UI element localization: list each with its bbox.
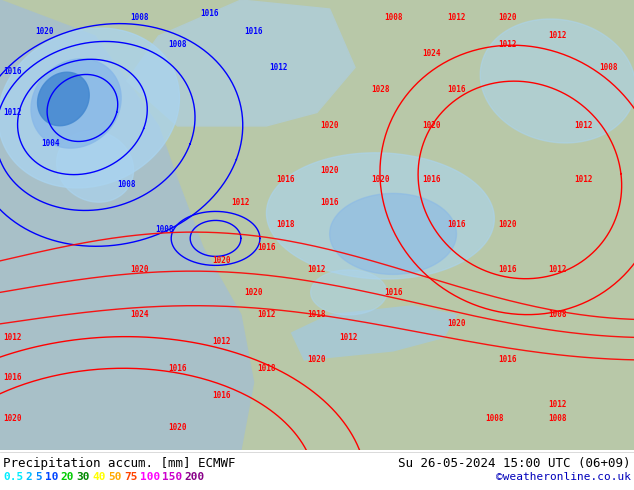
Text: 1008: 1008 xyxy=(548,310,567,319)
Text: 1008: 1008 xyxy=(155,225,174,234)
Text: 1020: 1020 xyxy=(371,175,390,184)
Text: Su 26-05-2024 15:00 UTC (06+09): Su 26-05-2024 15:00 UTC (06+09) xyxy=(399,457,631,470)
Text: 1020: 1020 xyxy=(320,167,339,175)
Text: 1012: 1012 xyxy=(574,122,593,130)
Text: 1008: 1008 xyxy=(168,41,187,49)
Text: 1008: 1008 xyxy=(130,14,149,23)
Text: 1016: 1016 xyxy=(168,365,187,373)
Text: 1020: 1020 xyxy=(168,423,187,432)
Polygon shape xyxy=(0,0,254,450)
Text: 1020: 1020 xyxy=(447,319,466,328)
Text: 1020: 1020 xyxy=(35,27,54,36)
Text: 1020: 1020 xyxy=(498,220,517,229)
Text: 1018: 1018 xyxy=(257,365,276,373)
Text: 1012: 1012 xyxy=(498,41,517,49)
Text: 1004: 1004 xyxy=(41,140,60,148)
Text: 0.5: 0.5 xyxy=(3,472,23,482)
Text: 1008: 1008 xyxy=(384,14,403,23)
Polygon shape xyxy=(266,153,495,279)
Text: 1016: 1016 xyxy=(320,198,339,207)
Text: 1016: 1016 xyxy=(257,243,276,252)
Text: 1016: 1016 xyxy=(498,355,517,365)
Text: 1012: 1012 xyxy=(257,310,276,319)
Text: 1012: 1012 xyxy=(269,63,288,72)
Text: 1016: 1016 xyxy=(447,85,466,95)
Text: 30: 30 xyxy=(76,472,90,482)
Text: 1020: 1020 xyxy=(212,256,231,266)
Polygon shape xyxy=(56,131,134,202)
Text: 1012: 1012 xyxy=(548,31,567,41)
Text: 1016: 1016 xyxy=(498,266,517,274)
Text: 40: 40 xyxy=(92,472,106,482)
Text: 1008: 1008 xyxy=(548,414,567,423)
Text: 1016: 1016 xyxy=(200,9,219,18)
Text: 1018: 1018 xyxy=(307,310,327,319)
Text: 20: 20 xyxy=(60,472,74,482)
Polygon shape xyxy=(480,19,634,143)
Text: 1028: 1028 xyxy=(371,85,390,95)
Text: 1012: 1012 xyxy=(3,108,22,117)
Text: 1016: 1016 xyxy=(3,68,22,76)
Text: 150: 150 xyxy=(162,472,182,482)
Text: 100: 100 xyxy=(140,472,160,482)
Text: 1012: 1012 xyxy=(447,14,466,23)
Text: 1024: 1024 xyxy=(422,49,441,58)
Polygon shape xyxy=(31,59,121,148)
Text: 1020: 1020 xyxy=(307,355,327,365)
Text: 1012: 1012 xyxy=(548,400,567,409)
Text: 1016: 1016 xyxy=(447,220,466,229)
Polygon shape xyxy=(330,194,456,274)
Text: 1008: 1008 xyxy=(599,63,618,72)
Text: 2: 2 xyxy=(25,472,32,482)
Text: 5: 5 xyxy=(35,472,42,482)
Text: 1020: 1020 xyxy=(3,414,22,423)
Text: 1020: 1020 xyxy=(422,122,441,130)
Text: 1020: 1020 xyxy=(498,14,517,23)
Text: 75: 75 xyxy=(124,472,138,482)
Text: 1016: 1016 xyxy=(276,175,295,184)
Text: 1012: 1012 xyxy=(339,333,358,342)
Text: 1008: 1008 xyxy=(117,180,136,189)
Text: 1016: 1016 xyxy=(3,373,22,382)
Text: 1024: 1024 xyxy=(130,310,149,319)
Text: 1016: 1016 xyxy=(244,27,263,36)
Text: 1020: 1020 xyxy=(130,266,149,274)
Text: 1016: 1016 xyxy=(212,392,231,400)
Text: 1020: 1020 xyxy=(244,288,263,297)
Text: 1016: 1016 xyxy=(384,288,403,297)
Text: 1012: 1012 xyxy=(212,337,231,346)
Text: 50: 50 xyxy=(108,472,122,482)
Text: 10: 10 xyxy=(44,472,58,482)
Text: 1016: 1016 xyxy=(422,175,441,184)
Text: ©weatheronline.co.uk: ©weatheronline.co.uk xyxy=(496,472,631,482)
Text: 1012: 1012 xyxy=(548,266,567,274)
Polygon shape xyxy=(311,270,387,315)
Polygon shape xyxy=(0,28,179,188)
Text: Precipitation accum. [mm] ECMWF: Precipitation accum. [mm] ECMWF xyxy=(3,457,235,470)
Text: 1012: 1012 xyxy=(231,198,250,207)
Text: 200: 200 xyxy=(184,472,204,482)
Polygon shape xyxy=(127,0,355,126)
Polygon shape xyxy=(37,72,89,126)
Text: 1018: 1018 xyxy=(276,220,295,229)
Text: 1012: 1012 xyxy=(574,175,593,184)
Text: 1020: 1020 xyxy=(320,122,339,130)
Polygon shape xyxy=(0,0,634,450)
Polygon shape xyxy=(292,306,456,360)
Text: 1008: 1008 xyxy=(485,414,504,423)
Text: 1012: 1012 xyxy=(307,266,327,274)
Text: 1012: 1012 xyxy=(3,333,22,342)
